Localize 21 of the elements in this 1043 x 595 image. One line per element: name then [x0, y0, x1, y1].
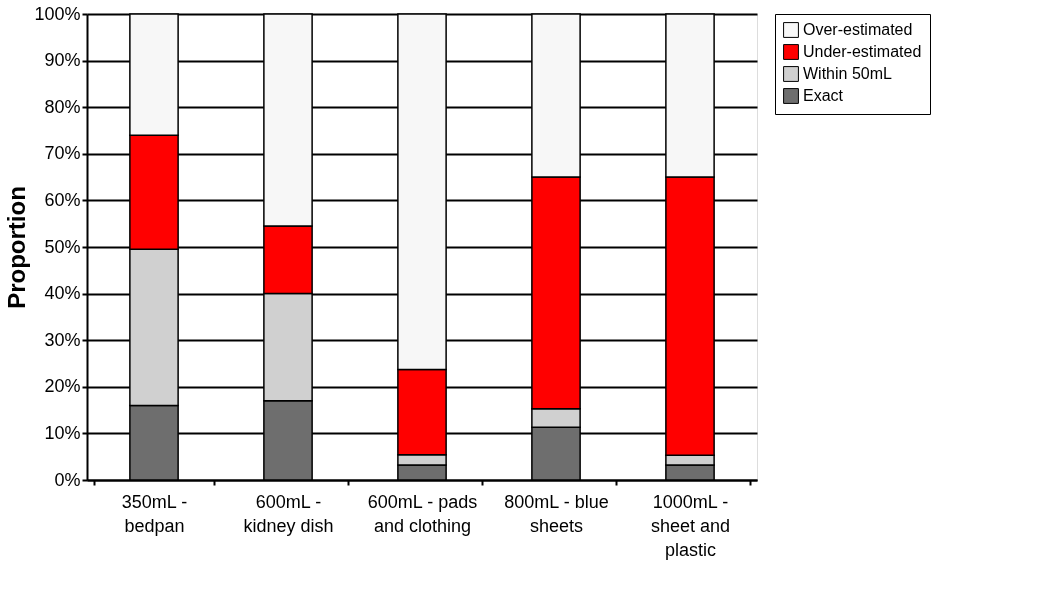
y-axis-title: Proportion [3, 186, 31, 309]
y-tick-label: 90% [44, 50, 81, 71]
x-tick-label: 600mL - pads and clothing [367, 491, 478, 536]
y-tick-label: 0% [54, 469, 81, 490]
y-tick-label: 30% [44, 329, 81, 350]
legend-label: Exact [803, 87, 844, 104]
y-tick-label: 40% [44, 283, 81, 304]
x-tick-label: 350mL - bedpan [121, 491, 188, 536]
y-tick-label: 80% [44, 96, 81, 117]
y-tick-label: 10% [44, 422, 81, 443]
y-tick-label: 100% [34, 3, 81, 24]
x-tick-label: 600mL - kidney dish [243, 491, 334, 536]
legend-label: Within 50mL [803, 65, 893, 82]
legend-label: Over-estimated [803, 21, 913, 38]
y-tick-label: 60% [44, 189, 81, 210]
y-tick-label: 20% [44, 376, 81, 397]
y-tick-label: 70% [44, 143, 81, 164]
legend-label: Under-estimated [803, 43, 922, 60]
x-tick-label: 800mL - blue sheets [504, 491, 609, 536]
y-tick-label: 50% [44, 236, 81, 257]
x-tick-label: 1000mL - sheet and plastic [650, 491, 731, 560]
